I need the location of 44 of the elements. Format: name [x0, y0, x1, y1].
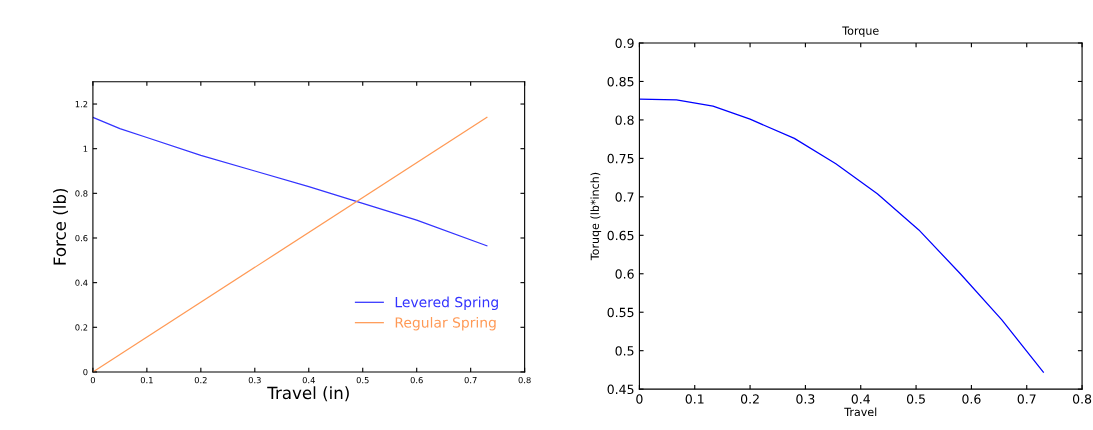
x-tick-label: 0.7: [464, 376, 477, 384]
line-series: [639, 98, 1044, 373]
y-tick-label: 0.8: [615, 115, 634, 125]
x-tick-label: 0.1: [685, 394, 704, 404]
x-tick-label: 0.5: [356, 376, 369, 384]
x-tick-label: 0.6: [410, 376, 423, 384]
chart-title: Torque: [842, 26, 879, 37]
y-tick-label: 0.2: [75, 324, 88, 331]
x-tick-label: 0.2: [740, 394, 759, 404]
x-tick-label: 0.4: [851, 394, 870, 404]
y-tick-label: 1: [83, 145, 88, 152]
y-tick-label: 0.75: [607, 153, 634, 164]
y-tick-label: 0.8: [75, 190, 88, 197]
x-tick-label: 0.5: [906, 394, 925, 404]
legend-label: Levered Spring: [395, 296, 498, 311]
y-tick-label: 0.4: [75, 279, 88, 286]
y-tick-label: 0.6: [615, 269, 634, 279]
x-tick-label: 0: [636, 394, 643, 404]
y-tick-label: 0: [83, 368, 88, 376]
x-tick-label: 0.8: [518, 376, 531, 384]
x-tick-label: 0.4: [302, 376, 315, 384]
x-axis-title: Travel: [844, 407, 877, 417]
y-tick-label: 0.55: [607, 307, 634, 318]
y-tick-label: 0.6: [75, 234, 88, 242]
x-tick-label: 0.8: [1072, 394, 1092, 404]
x-tick-label: 0.3: [796, 394, 815, 404]
x-tick-label: 0.3: [248, 376, 261, 384]
x-tick-label: 0: [90, 376, 95, 384]
x-tick-label: 0.2: [194, 376, 207, 384]
x-tick-label: 0.6: [962, 394, 981, 404]
line-series: [92, 116, 488, 247]
y-tick-label: 0.85: [607, 76, 634, 87]
y-tick-label: 0.65: [607, 230, 634, 241]
x-tick-label: 0.1: [140, 376, 153, 384]
x-axis-title: Travel (in): [267, 386, 349, 402]
y-tick-label: 0.45: [607, 384, 634, 395]
y-axis-title: Toruqe (lb*inch): [590, 172, 602, 261]
y-tick-label: 1.2: [75, 101, 88, 108]
y-tick-label: 0.9: [615, 38, 634, 48]
y-axis-title: Force (lb): [53, 188, 68, 265]
y-tick-label: 0.5: [615, 346, 634, 356]
y-tick-label: 0.7: [615, 192, 634, 202]
legend-label: Regular Spring: [395, 316, 496, 331]
x-tick-label: 0.7: [1017, 394, 1036, 404]
